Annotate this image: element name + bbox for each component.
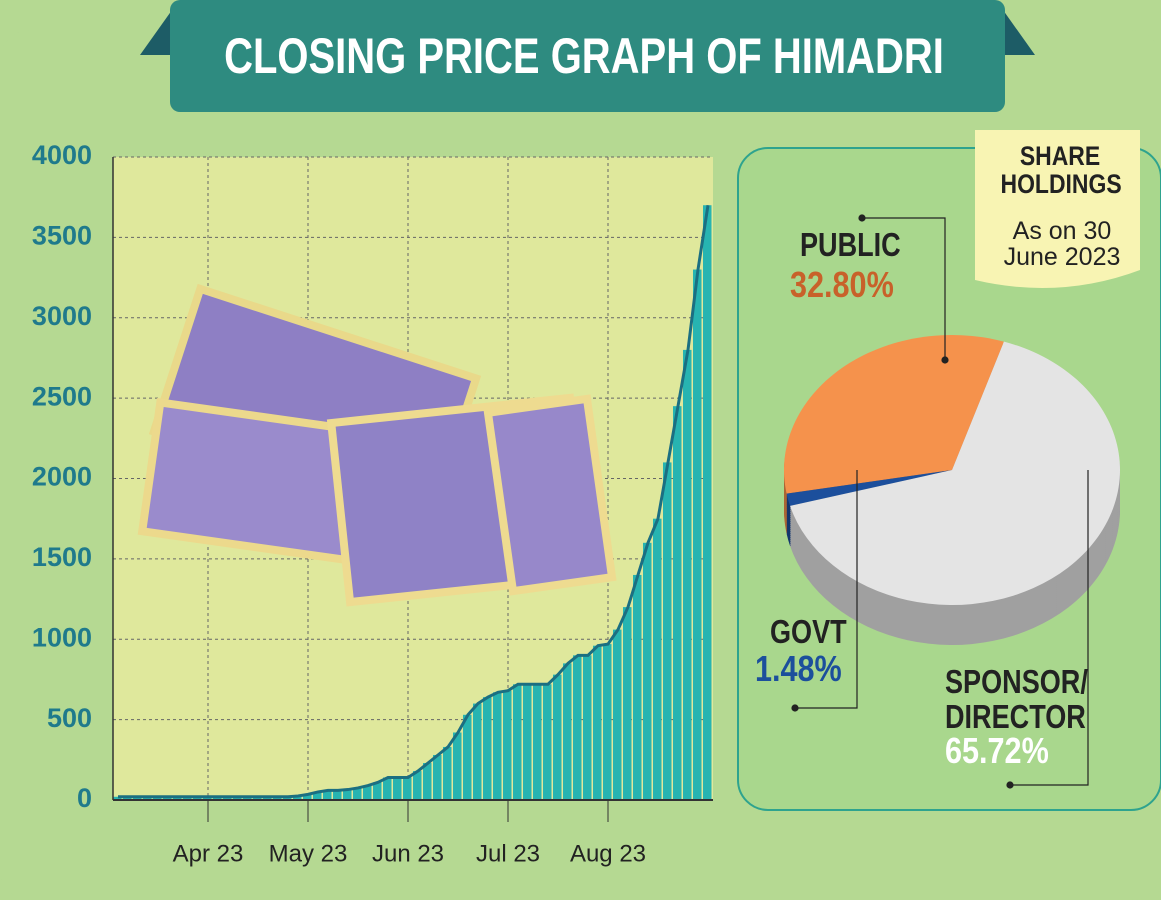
bar — [543, 684, 552, 800]
bar — [323, 790, 332, 800]
bar — [193, 796, 202, 800]
slice-label: GOVT — [770, 613, 847, 650]
bar — [563, 663, 572, 800]
x-tick-label: May 23 — [269, 840, 348, 867]
bar — [183, 796, 192, 800]
pie-slice — [783, 334, 1004, 494]
bar — [363, 785, 372, 800]
bar — [503, 690, 512, 800]
bar — [493, 692, 502, 800]
bar — [703, 205, 712, 801]
x-tick-label: Jun 23 — [372, 840, 444, 867]
slice-value-label: 1.48% — [755, 648, 842, 689]
bar — [683, 349, 692, 800]
bar — [413, 771, 422, 800]
x-tick-label: Apr 23 — [173, 840, 244, 867]
banner-fold — [1003, 10, 1035, 55]
bar — [223, 796, 232, 800]
bar — [313, 791, 322, 800]
bar — [133, 796, 142, 800]
bar — [393, 777, 402, 800]
y-tick-label: 2000 — [32, 462, 92, 492]
bar — [203, 796, 212, 800]
bar — [233, 796, 242, 800]
slice-label: PUBLIC — [800, 226, 901, 263]
bar — [343, 789, 352, 800]
slice-value-label: 65.72% — [945, 730, 1049, 771]
bar — [603, 644, 612, 800]
bar — [353, 787, 362, 800]
bar — [213, 796, 222, 800]
bar — [453, 732, 462, 800]
bar — [303, 794, 312, 800]
bar — [673, 406, 682, 800]
leader-lines — [791, 214, 1089, 789]
bar — [573, 655, 582, 800]
bar — [373, 782, 382, 800]
bar — [173, 796, 182, 800]
bar — [243, 796, 252, 800]
y-tick-label: 3500 — [32, 221, 92, 251]
bar — [253, 796, 262, 800]
pie-slice — [786, 470, 952, 506]
bar — [123, 796, 132, 800]
bar — [443, 746, 452, 800]
y-tick-label: 500 — [47, 703, 92, 733]
bar — [533, 684, 542, 800]
pie-slice — [790, 341, 1120, 605]
bar — [663, 462, 672, 800]
banner-fold — [140, 10, 172, 55]
y-tick-label: 4000 — [32, 140, 92, 170]
bar — [483, 697, 492, 800]
bar — [623, 607, 632, 800]
bar — [423, 763, 432, 800]
price-line — [118, 204, 710, 799]
bar — [283, 796, 292, 800]
chart-title: CLOSING PRICE GRAPH OF HIMADRI — [224, 28, 944, 84]
bar — [553, 674, 562, 800]
pie-subtitle: As on 30 June 2023 — [1003, 217, 1121, 272]
bar — [153, 796, 162, 800]
y-tick-label: 2500 — [32, 381, 92, 411]
bar — [163, 796, 172, 800]
bar — [523, 684, 532, 800]
bar — [473, 703, 482, 800]
x-tick-label: Aug 23 — [570, 840, 646, 867]
bar — [633, 574, 642, 800]
x-tick-label: Jul 23 — [476, 840, 540, 867]
bar — [333, 790, 342, 800]
bar — [273, 796, 282, 800]
bar — [693, 269, 702, 800]
bar — [653, 518, 662, 800]
bar — [463, 714, 472, 800]
bar — [403, 777, 412, 800]
y-tick-label: 0 — [77, 783, 92, 813]
bar — [383, 777, 392, 800]
bar — [583, 655, 592, 800]
y-tick-label: 1500 — [32, 542, 92, 572]
money-photo — [137, 283, 617, 607]
bar — [143, 796, 152, 800]
slice-label: SPONSOR/ DIRECTOR — [945, 663, 1088, 735]
bar — [293, 795, 302, 800]
legend-box — [975, 130, 1140, 288]
bar — [513, 684, 522, 800]
bar — [613, 629, 622, 800]
pie-title: SHARE HOLDINGS — [1000, 141, 1122, 200]
title-banner — [170, 0, 1005, 112]
y-tick-label: 1000 — [32, 622, 92, 652]
bar — [593, 645, 602, 800]
bar — [643, 542, 652, 800]
y-tick-label: 3000 — [32, 301, 92, 331]
bar — [113, 796, 122, 800]
bar — [263, 796, 272, 800]
bar — [433, 754, 442, 800]
slice-value-label: 32.80% — [790, 264, 894, 305]
